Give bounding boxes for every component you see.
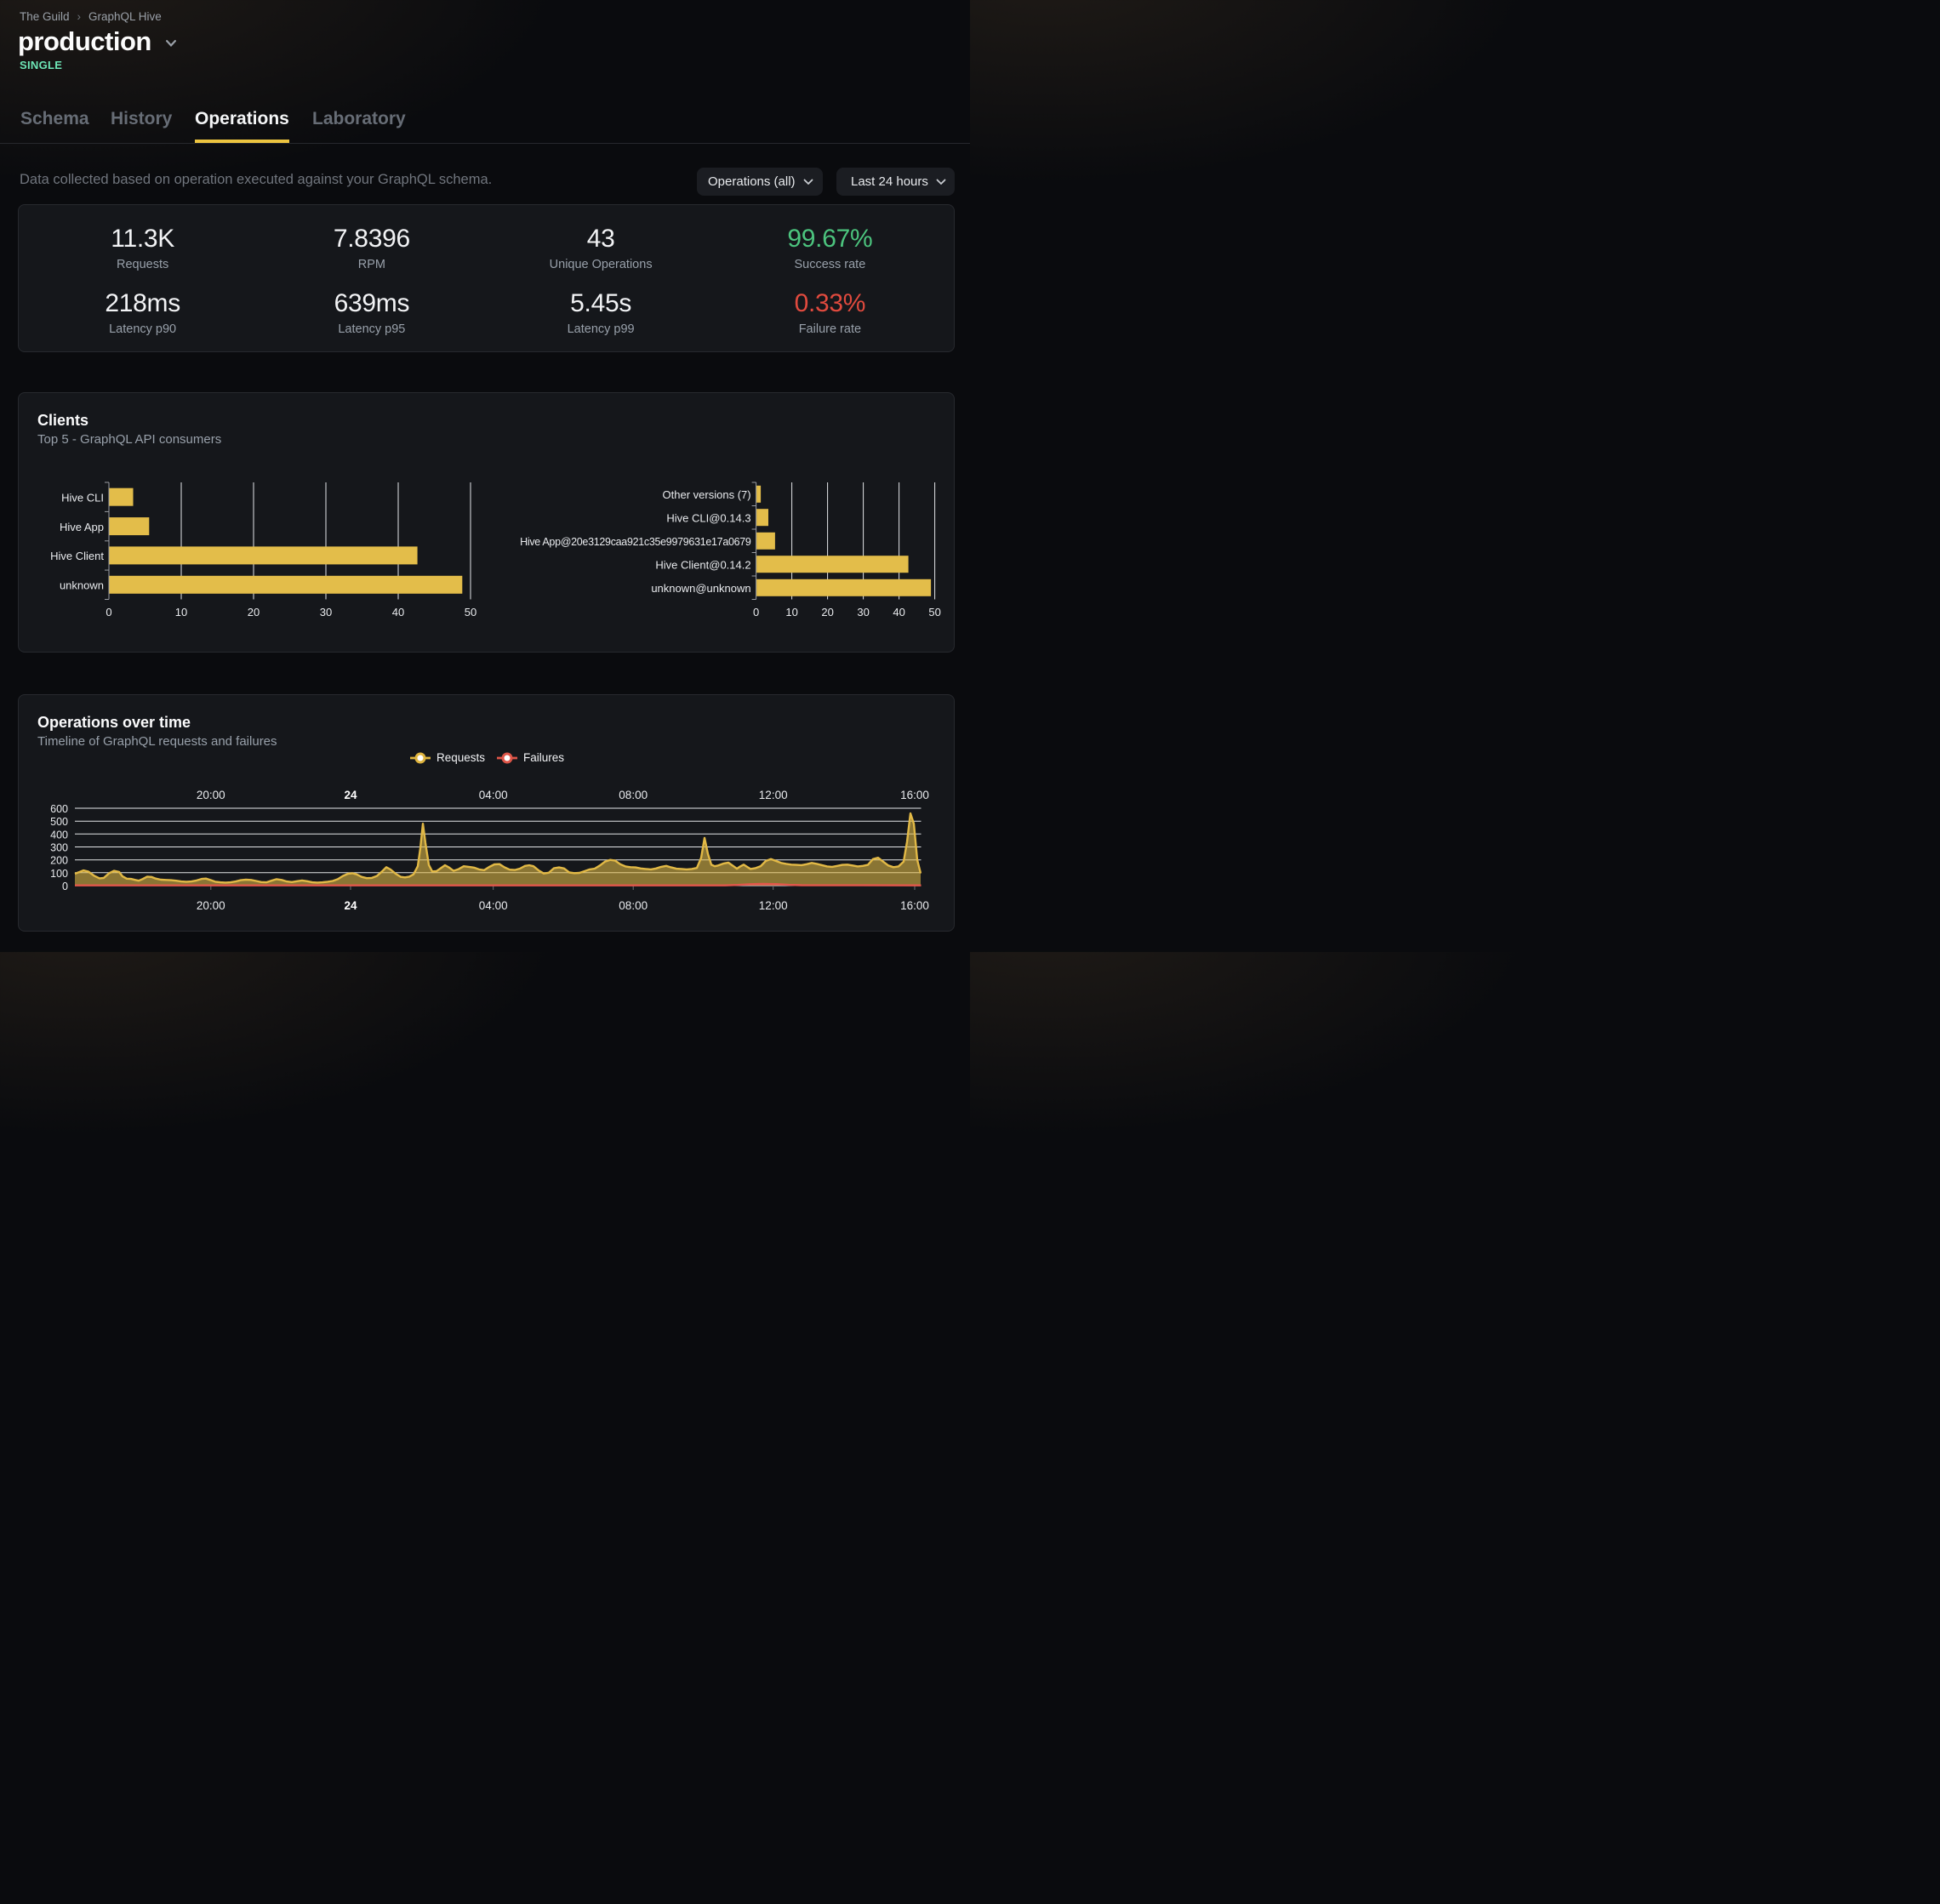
svg-text:20: 20 <box>248 606 260 619</box>
svg-text:100: 100 <box>50 868 68 880</box>
svg-text:0: 0 <box>753 606 759 619</box>
svg-text:10: 10 <box>785 606 797 619</box>
svg-text:12:00: 12:00 <box>759 899 788 912</box>
svg-text:400: 400 <box>50 829 68 841</box>
svg-text:40: 40 <box>392 606 404 619</box>
svg-text:30: 30 <box>857 606 869 619</box>
svg-text:08:00: 08:00 <box>619 899 648 912</box>
svg-text:Other versions (7): Other versions (7) <box>663 488 751 501</box>
svg-text:Hive Client@0.14.2: Hive Client@0.14.2 <box>655 558 750 571</box>
svg-text:24: 24 <box>344 789 357 801</box>
svg-text:20:00: 20:00 <box>197 899 225 912</box>
svg-text:Hive App: Hive App <box>60 521 104 533</box>
svg-text:04:00: 04:00 <box>479 789 508 801</box>
svg-text:600: 600 <box>50 803 68 815</box>
svg-text:unknown: unknown <box>60 579 104 592</box>
svg-text:40: 40 <box>893 606 904 619</box>
svg-text:50: 50 <box>465 606 476 619</box>
svg-text:500: 500 <box>50 816 68 828</box>
svg-text:0: 0 <box>62 881 68 892</box>
svg-text:04:00: 04:00 <box>479 899 508 912</box>
svg-text:20:00: 20:00 <box>197 789 225 801</box>
svg-text:Hive CLI: Hive CLI <box>61 491 104 504</box>
svg-text:unknown@unknown: unknown@unknown <box>651 582 750 595</box>
svg-text:08:00: 08:00 <box>619 789 648 801</box>
svg-text:20: 20 <box>821 606 833 619</box>
svg-text:30: 30 <box>320 606 332 619</box>
svg-text:Hive Client: Hive Client <box>50 550 104 562</box>
svg-text:16:00: 16:00 <box>900 899 929 912</box>
svg-text:0: 0 <box>106 606 111 619</box>
svg-text:10: 10 <box>175 606 187 619</box>
svg-text:200: 200 <box>50 855 68 867</box>
svg-text:16:00: 16:00 <box>900 789 929 801</box>
svg-text:Hive App@20e3129caa921c35e9979: Hive App@20e3129caa921c35e9979631e17a067… <box>520 536 751 548</box>
svg-text:12:00: 12:00 <box>759 789 788 801</box>
svg-text:300: 300 <box>50 842 68 854</box>
svg-text:Hive CLI@0.14.3: Hive CLI@0.14.3 <box>666 511 750 524</box>
svg-text:24: 24 <box>344 899 357 912</box>
svg-text:50: 50 <box>928 606 940 619</box>
